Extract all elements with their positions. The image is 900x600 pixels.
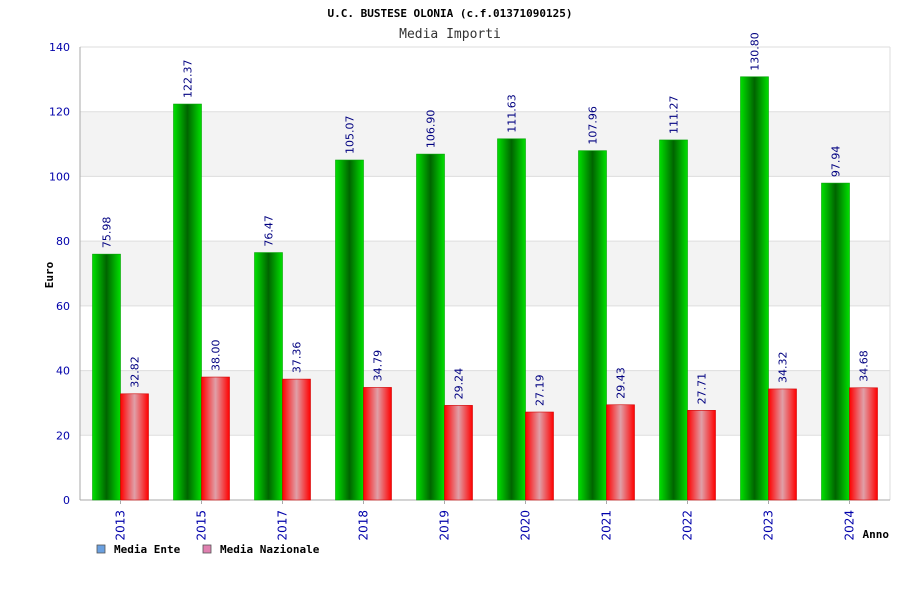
y-tick-label: 140 <box>49 41 70 54</box>
data-label: 27.71 <box>696 373 709 405</box>
bar-media-ente <box>416 153 445 501</box>
x-tick-label: 2023 <box>762 510 776 541</box>
data-label: 122.37 <box>182 60 195 99</box>
legend: Media Ente Media Nazionale <box>96 543 320 556</box>
data-label: 29.24 <box>453 368 466 400</box>
data-label: 111.27 <box>668 95 681 134</box>
y-tick-label: 40 <box>56 365 70 378</box>
x-axis-label: Anno <box>863 528 890 541</box>
bar-media-nazionale <box>606 404 635 501</box>
bar-media-ente <box>578 150 607 501</box>
chart-subtitle: Media Importi <box>399 27 501 42</box>
data-label: 105.07 <box>344 116 357 155</box>
bar-media-nazionale <box>768 388 797 501</box>
bar-media-ente <box>254 252 283 501</box>
bar-media-nazionale <box>687 410 716 501</box>
data-label: 107.96 <box>587 106 600 145</box>
legend-label: Media Ente <box>114 543 181 556</box>
y-tick-label: 120 <box>49 106 70 119</box>
data-label: 75.98 <box>101 217 114 249</box>
data-label: 37.36 <box>291 342 304 374</box>
data-label: 97.94 <box>830 146 843 178</box>
plot-area: 0 20 40 60 80 100 120 140 75.98 32.82 2013 122.37 38… <box>49 32 891 541</box>
y-tick-label: 0 <box>63 494 70 507</box>
bar-media-nazionale <box>120 393 149 501</box>
data-label: 27.19 <box>534 375 547 407</box>
data-label: 76.47 <box>263 215 276 247</box>
x-tick-label: 2020 <box>519 510 533 541</box>
y-tick-label: 80 <box>56 235 70 248</box>
bar-media-nazionale <box>282 378 311 501</box>
x-tick-label: 2021 <box>600 510 614 541</box>
x-tick-label: 2015 <box>195 510 209 541</box>
bar-media-nazionale <box>849 387 878 501</box>
legend-swatch <box>96 544 106 554</box>
bar-media-ente <box>659 139 688 501</box>
y-tick-label: 100 <box>49 170 70 183</box>
x-tick-label: 2013 <box>114 510 128 541</box>
y-axis-label: Euro <box>43 261 56 288</box>
x-tick-label: 2017 <box>276 510 290 541</box>
data-label: 34.32 <box>777 351 790 383</box>
data-label: 106.90 <box>425 110 438 149</box>
data-label: 29.43 <box>615 367 628 399</box>
data-label: 111.63 <box>506 94 519 133</box>
bar-media-nazionale <box>201 376 230 501</box>
x-tick-label: 2019 <box>438 510 452 541</box>
x-tick-label: 2024 <box>843 510 857 541</box>
legend-swatch <box>202 544 212 554</box>
chart-title: U.C. BUSTESE OLONIA (c.f.01371090125) <box>327 7 572 20</box>
bar-media-ente <box>821 182 850 501</box>
bar-media-ente <box>497 138 526 501</box>
data-label: 130.80 <box>749 32 762 71</box>
data-label: 34.79 <box>372 350 385 382</box>
y-tick-label: 20 <box>56 429 70 442</box>
x-tick-label: 2018 <box>357 510 371 541</box>
bar-media-ente <box>92 253 121 501</box>
y-tick-label: 60 <box>56 300 70 313</box>
data-label: 38.00 <box>210 340 223 372</box>
legend-label: Media Nazionale <box>220 543 320 556</box>
bar-media-ente <box>173 103 202 501</box>
bar-media-ente <box>335 159 364 501</box>
bar-media-nazionale <box>444 405 473 501</box>
data-label: 32.82 <box>129 356 142 388</box>
bar-media-ente <box>740 76 769 501</box>
bar-media-nazionale <box>363 387 392 501</box>
x-tick-label: 2022 <box>681 510 695 541</box>
data-label: 34.68 <box>858 350 871 382</box>
bar-media-nazionale <box>525 411 554 501</box>
